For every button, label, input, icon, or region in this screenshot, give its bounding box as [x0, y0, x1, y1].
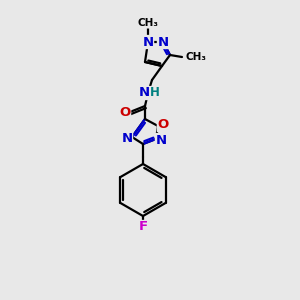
Text: N: N: [138, 86, 150, 100]
Text: O: O: [158, 118, 169, 131]
Text: N: N: [155, 134, 167, 146]
Text: F: F: [138, 220, 148, 233]
Text: CH₃: CH₃: [137, 18, 158, 28]
Text: N: N: [158, 35, 169, 49]
Text: CH₃: CH₃: [186, 52, 207, 62]
Text: N: N: [142, 35, 154, 49]
Text: N: N: [122, 131, 133, 145]
Text: O: O: [119, 106, 130, 118]
Text: H: H: [150, 86, 160, 100]
